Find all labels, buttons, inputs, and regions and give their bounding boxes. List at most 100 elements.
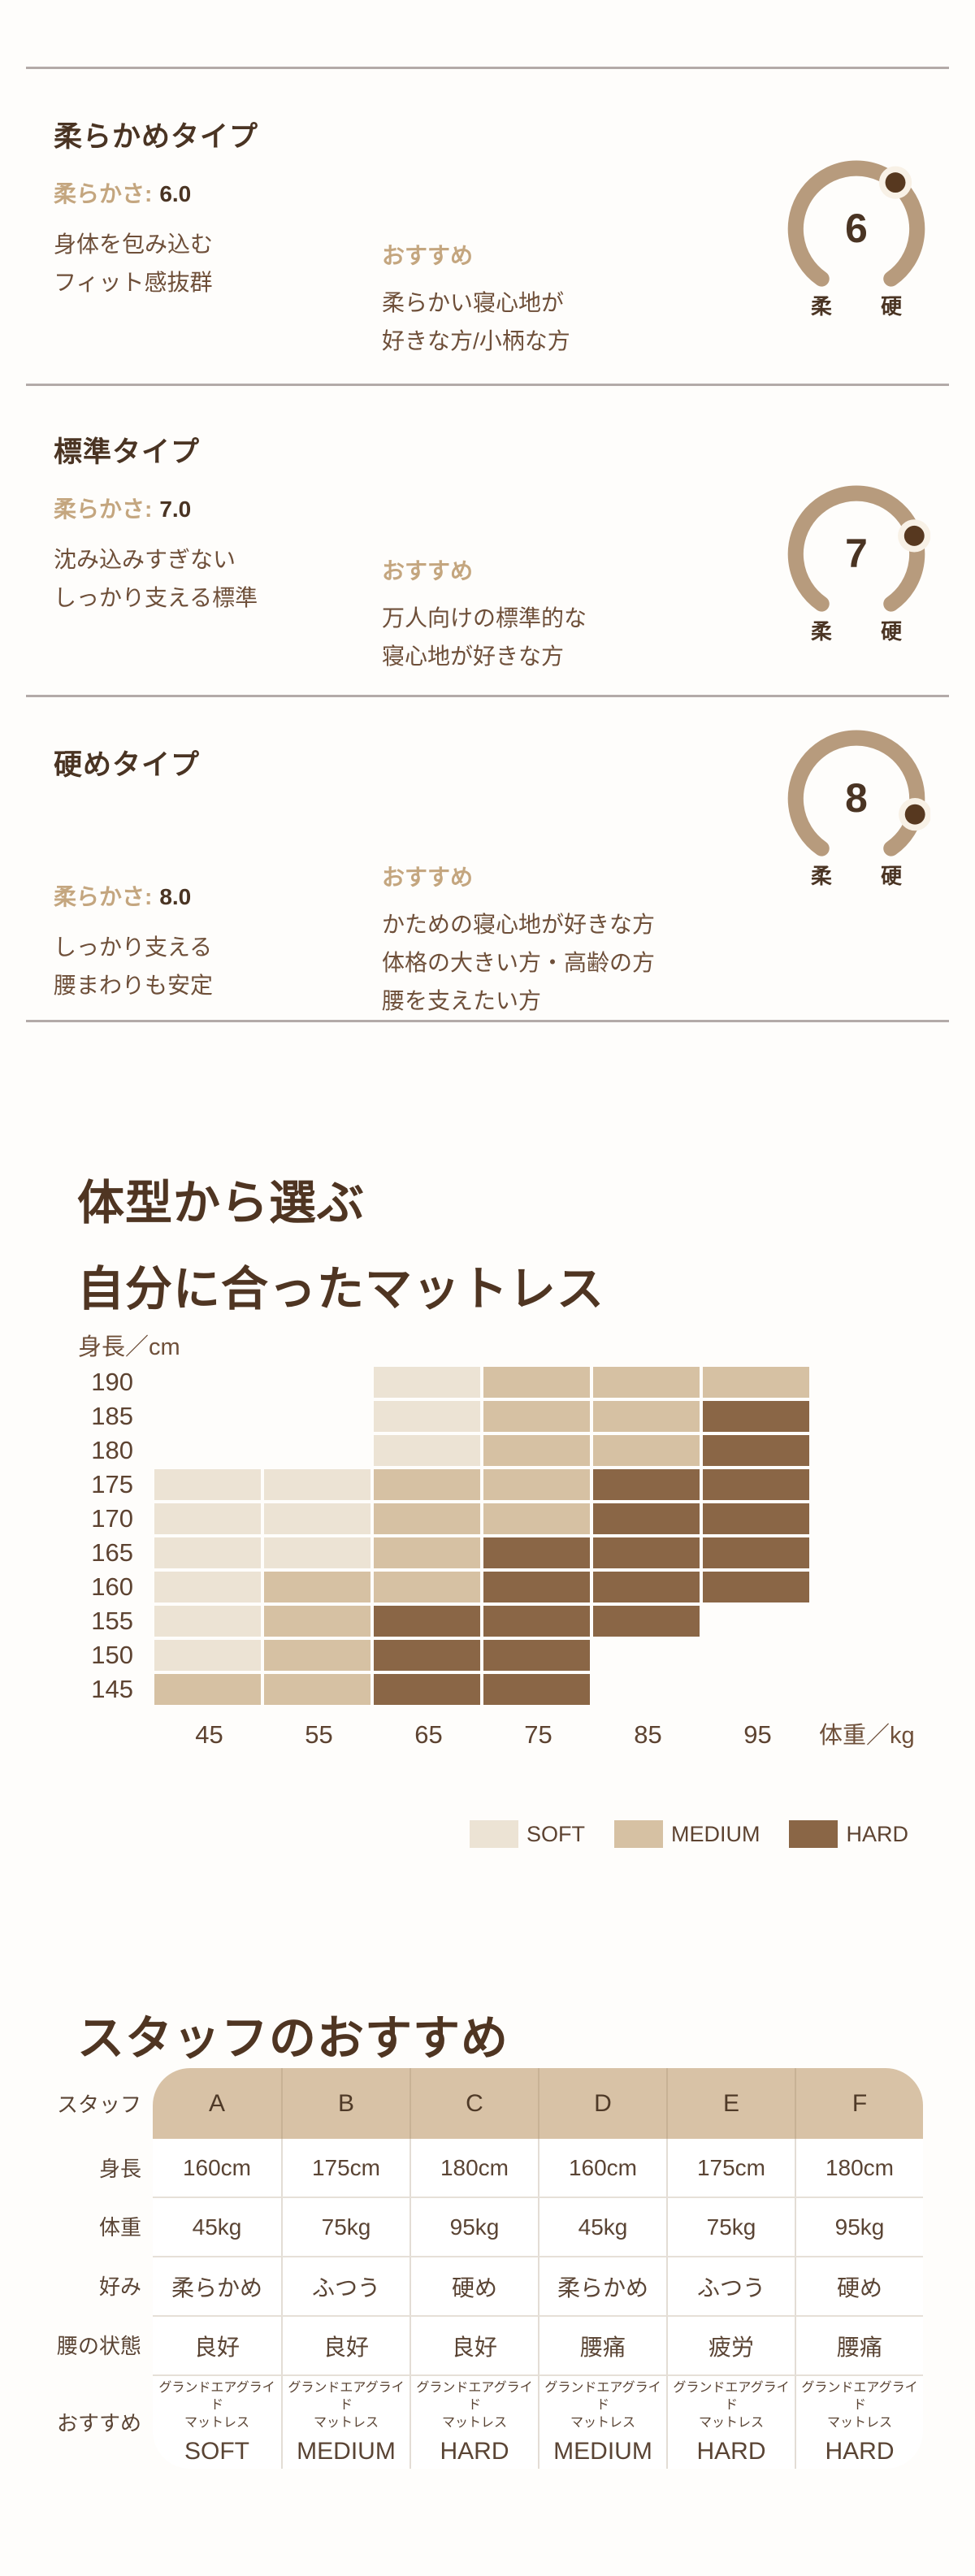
softness-line: 柔らかさ: 8.0 (54, 879, 382, 912)
column-header-A: A (153, 2068, 281, 2139)
heatmap-cell-medium (483, 1435, 590, 1466)
heatmap-cell-hard (483, 1640, 590, 1671)
product-name-line: マットレス (313, 2415, 379, 2430)
table-cell: ふつう (666, 2256, 795, 2315)
heatmap-cell-soft (154, 1469, 261, 1500)
legend-item: MEDIUM (613, 1820, 760, 1848)
product-name: グランドエアグライド マットレス (411, 2379, 538, 2432)
body-type-heatmap: 190 185 180 175 170 165 160 155 150 145 (81, 1367, 812, 1708)
heatmap-cell-empty (703, 1606, 809, 1637)
heatmap-cell-soft (154, 1537, 261, 1568)
gauge-dot (885, 172, 906, 193)
legend-label: SOFT (526, 1821, 585, 1846)
heatmap-cell-medium (264, 1640, 370, 1671)
staff-table: スタッフ A B C D E F 身長 160cm 175cm 180cm 160cm 175cm 180… (49, 2068, 923, 2469)
table-cell: 95kg (410, 2197, 538, 2256)
type-description: 沈み込みすぎない しっかり支える標準 (54, 540, 382, 617)
heatmap-cell-hard (483, 1674, 590, 1705)
table-cell: 175cm (281, 2139, 410, 2197)
heatmap-row: 165 (81, 1537, 812, 1568)
row-label: 腰の状態 (56, 2334, 141, 2358)
heatmap-cell-hard (593, 1572, 700, 1602)
product-name-line: グランドエアグライド (673, 2380, 790, 2413)
product-name-line: グランドエアグライド (544, 2380, 661, 2413)
heatmap-cell-hard (703, 1537, 809, 1568)
heatmap-row: 190 (81, 1367, 812, 1398)
table-cell: 45kg (153, 2197, 281, 2256)
softness-gauge: 7 柔 硬 (782, 476, 931, 648)
description-line: フィット感抜群 (54, 270, 213, 296)
heatmap-cell-soft (264, 1537, 370, 1568)
heatmap-cell-soft (264, 1503, 370, 1534)
table-cell: 45kg (538, 2197, 666, 2256)
heatmap-cell-hard (703, 1503, 809, 1534)
recommend-line: 好きな方/小柄な方 (382, 328, 570, 354)
product-name-line: グランドエアグライド (288, 2380, 405, 2413)
heading-line: 自分に合ったマットレス (77, 1263, 605, 1316)
section-hard-type: 硬めタイプ 柔らかさ: 8.0 しっかり支える 腰まわりも安定 おすすめ かための寝… (54, 730, 932, 1020)
recommend-line: 柔らかい寝心地が (382, 290, 565, 315)
y-tick-label: 175 (91, 1470, 133, 1498)
y-tick-label: 185 (91, 1402, 133, 1430)
description-line: しっかり支える (54, 935, 213, 960)
section-title: 標準タイプ (54, 436, 201, 468)
recommend-grade: HARD (696, 2438, 766, 2465)
y-tick-label: 160 (91, 1572, 133, 1601)
heatmap-cell-medium (374, 1469, 480, 1500)
recommend-label: おすすめ (382, 243, 474, 268)
heatmap-cell-hard (483, 1537, 590, 1568)
gauge-hard-label: 硬 (881, 296, 902, 319)
table-cell: 160cm (153, 2139, 281, 2197)
type-description: 身体を包み込む フィット感抜群 (54, 225, 382, 301)
x-tick-label: 55 (305, 1720, 333, 1749)
heatmap-cell-medium (593, 1367, 700, 1398)
description-line: 腰まわりも安定 (54, 973, 214, 999)
table-cell: 腰痛 (795, 2315, 923, 2374)
y-tick-label: 170 (91, 1504, 133, 1533)
recommend-column: おすすめ かための寝心地が好きな方 体格の大きい方・高齢の方 腰を支えたい方 (382, 860, 731, 1020)
product-name: グランドエアグライド マットレス (668, 2379, 795, 2432)
section-standard-type: 標準タイプ 柔らかさ: 7.0 沈み込みすぎない しっかり支える標準 おすすめ 万人… (54, 429, 931, 675)
column-header-D: D (538, 2068, 666, 2139)
legend-item: SOFT (469, 1820, 585, 1848)
heatmap-cell-hard (703, 1435, 809, 1466)
description-line: しっかり支える標準 (54, 585, 258, 611)
section-title: 柔らかめタイプ (54, 121, 259, 153)
y-tick-label: 145 (91, 1675, 133, 1703)
heatmap-cell-medium (374, 1503, 480, 1534)
staff-heading: スタッフのおすすめ (77, 2012, 509, 2066)
softness-value: 7.0 (159, 497, 192, 522)
recommend-grade: HARD (825, 2438, 895, 2465)
softness-line: 柔らかさ: 6.0 (54, 176, 382, 209)
x-tick-label: 65 (414, 1720, 443, 1749)
row-label: 身長 (98, 2157, 141, 2181)
legend-swatch-medium (613, 1820, 663, 1848)
table-cell: 硬め (795, 2256, 923, 2315)
recommend-cell: グランドエアグライド マットレス HARD (795, 2374, 923, 2469)
x-tick-label: 75 (524, 1720, 552, 1749)
table-cell: 柔らかめ (153, 2256, 281, 2315)
table-cell: 疲労 (666, 2315, 795, 2374)
table-cell: 75kg (666, 2197, 795, 2256)
heatmap-cell-hard (593, 1606, 700, 1637)
heatmap-cell-hard (593, 1469, 700, 1500)
column-header-E: E (666, 2068, 795, 2139)
table-cell: 180cm (410, 2139, 538, 2197)
heatmap-cell-medium (703, 1367, 809, 1398)
heatmap-cell-empty (703, 1674, 809, 1705)
legend-swatch-hard (789, 1820, 838, 1848)
recommend-text: 柔らかい寝心地が 好きな方/小柄な方 (382, 284, 731, 360)
gauge-dot (904, 525, 925, 546)
heatmap-cell-medium (483, 1401, 590, 1432)
heatmap-cell-soft (264, 1469, 370, 1500)
softness-label: 柔らかさ: (54, 181, 153, 206)
x-tick-label: 95 (743, 1720, 772, 1749)
gauge-dot (904, 804, 925, 825)
description-line: 沈み込みすぎない (54, 547, 236, 572)
heatmap-cell-empty (154, 1401, 261, 1432)
section-divider (26, 695, 949, 697)
heatmap-cell-soft (374, 1435, 480, 1466)
gauge-arc (787, 160, 925, 287)
legend-item: HARD (789, 1820, 908, 1848)
recommend-line: 寝心地が好きな方 (382, 644, 565, 670)
